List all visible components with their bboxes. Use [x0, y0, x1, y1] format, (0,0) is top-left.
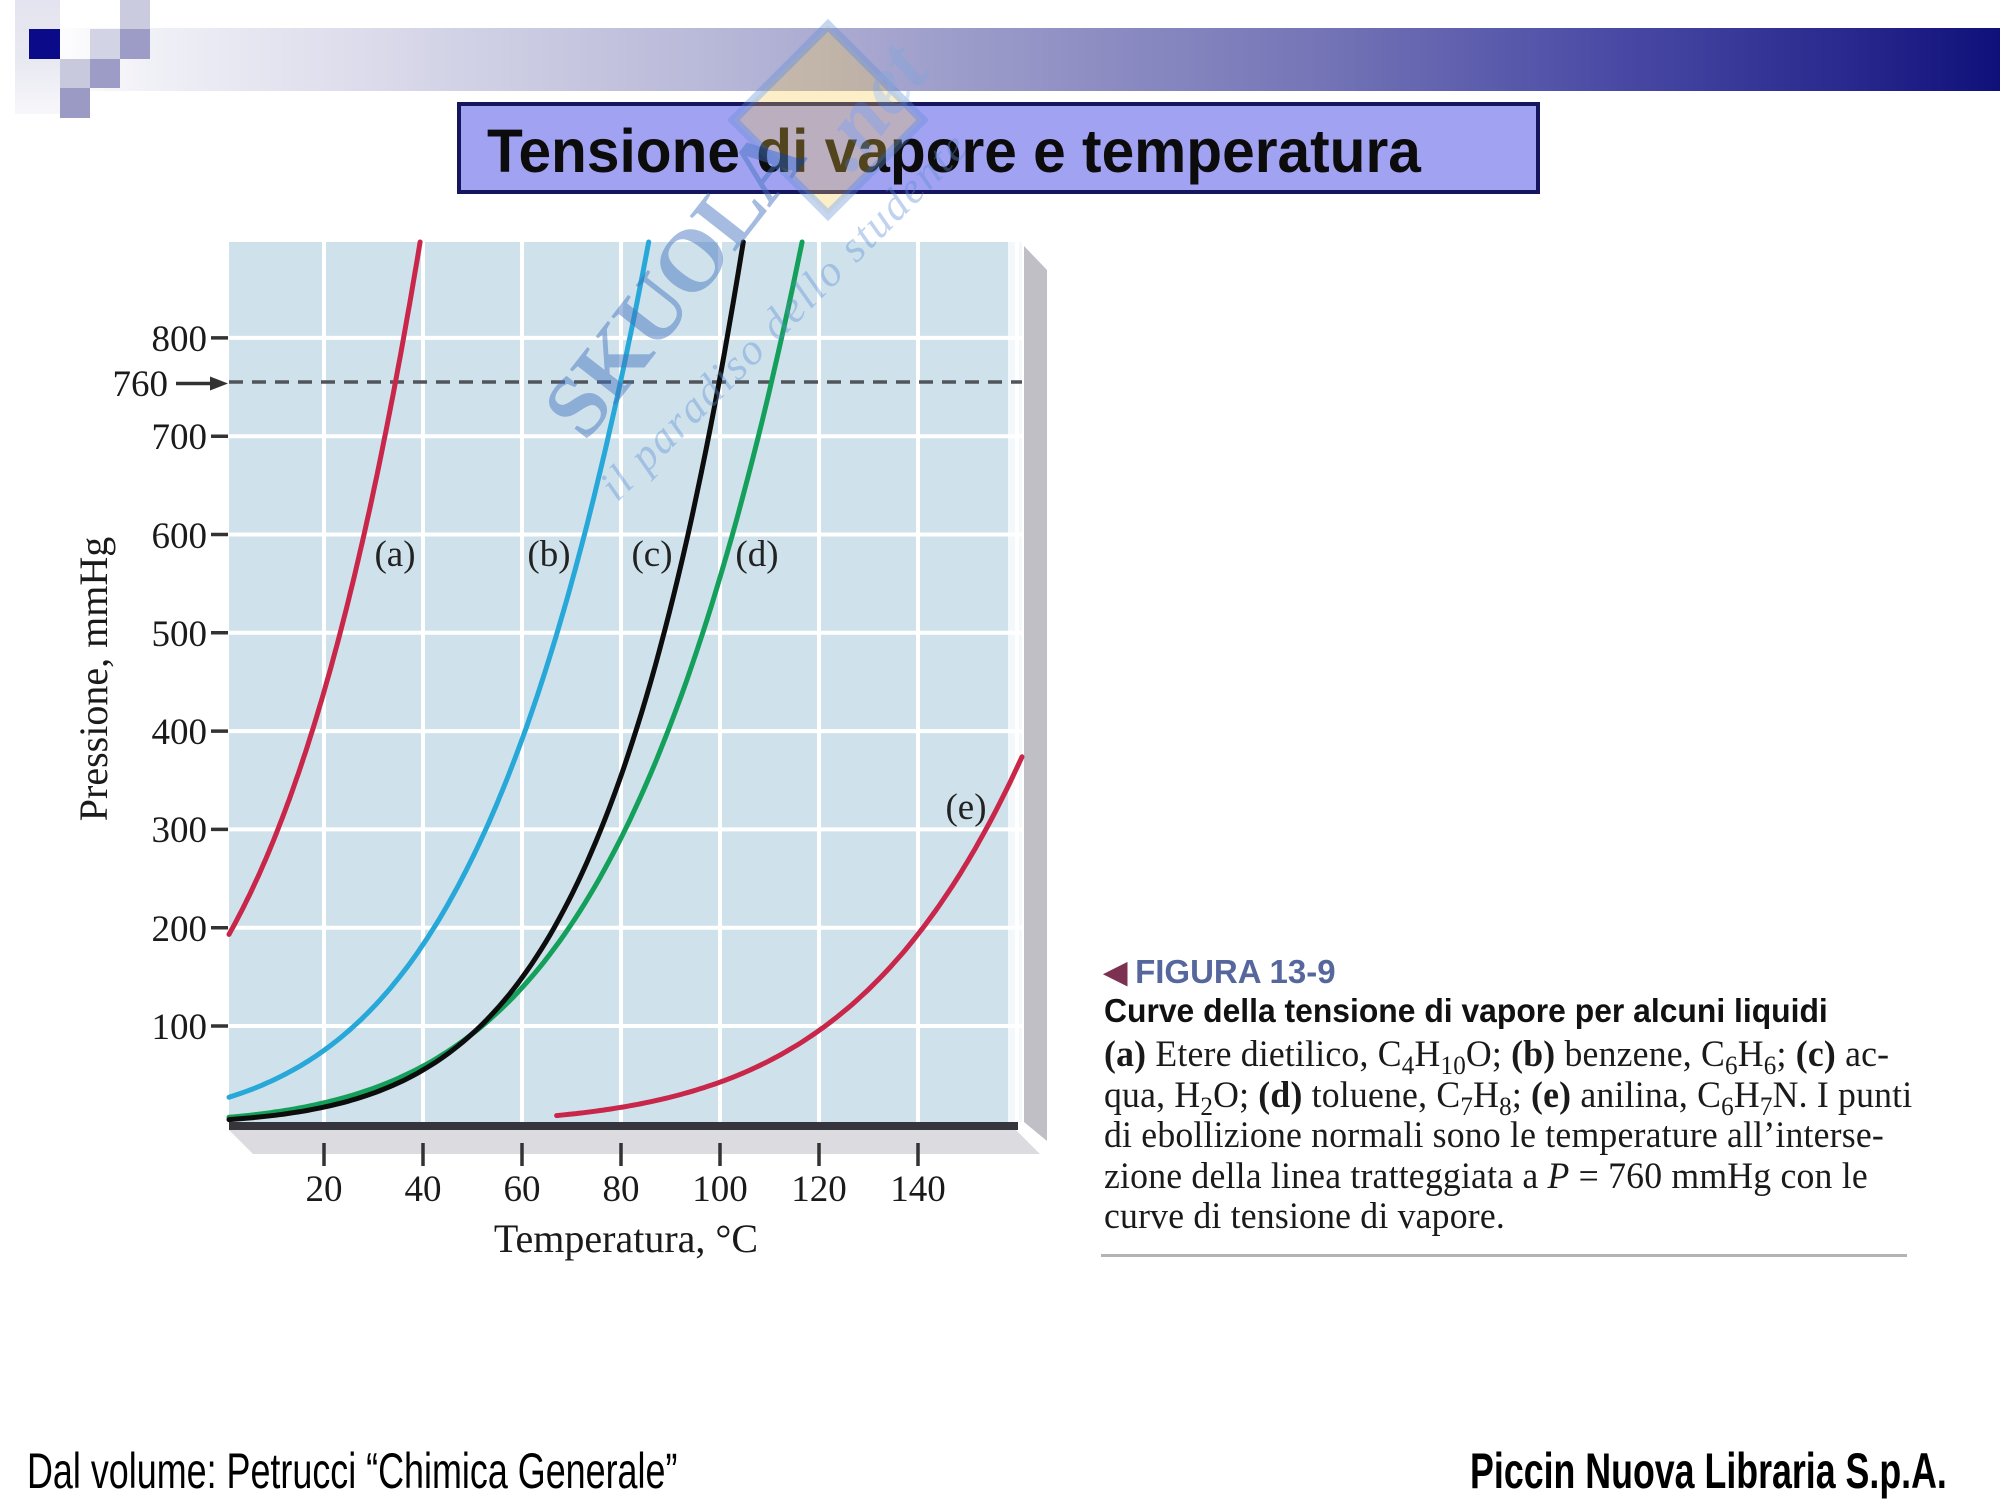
svg-text:800: 800 [152, 319, 208, 360]
svg-text:(e): (e) [945, 787, 986, 828]
svg-text:Temperatura, °C: Temperatura, °C [494, 1216, 758, 1261]
svg-text:120: 120 [791, 1169, 847, 1210]
svg-text:140: 140 [890, 1169, 946, 1210]
svg-text:600: 600 [152, 516, 208, 557]
svg-text:760: 760 [113, 364, 169, 405]
svg-text:60: 60 [504, 1169, 541, 1210]
svg-text:500: 500 [152, 614, 208, 655]
svg-text:300: 300 [152, 810, 208, 851]
svg-text:200: 200 [152, 909, 208, 950]
svg-text:20: 20 [306, 1169, 343, 1210]
svg-text:(c): (c) [631, 534, 672, 575]
svg-text:(d): (d) [735, 534, 778, 575]
svg-text:(a): (a) [374, 534, 415, 575]
svg-text:400: 400 [152, 712, 208, 753]
svg-text:Pressione, mmHg: Pressione, mmHg [71, 537, 116, 821]
svg-text:100: 100 [152, 1007, 208, 1048]
svg-text:700: 700 [152, 417, 208, 458]
svg-text:80: 80 [603, 1169, 640, 1210]
svg-text:100: 100 [692, 1169, 748, 1210]
svg-text:(b): (b) [527, 534, 570, 575]
svg-text:40: 40 [405, 1169, 442, 1210]
